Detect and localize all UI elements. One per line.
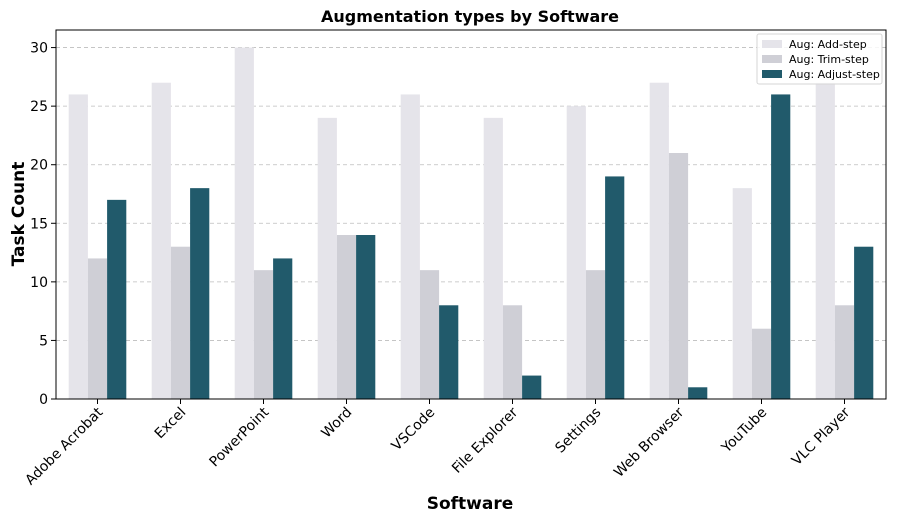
bar-3 [605,176,625,399]
legend-label: Aug: Adjust-step [789,68,880,81]
bar-3 [356,235,376,399]
bar-3 [439,305,459,399]
bar-3 [854,246,874,399]
plot-frame [55,29,887,400]
x-axis: Adobe Acrobat Excel PowerPoint Word VSCode Fi… [22,399,853,488]
bar-1 [151,82,171,399]
bar-1 [566,106,586,400]
bar-2 [87,258,108,399]
x-tick-label: Settings [552,405,604,457]
bar-2 [585,270,606,399]
bar-3 [771,94,791,399]
bar-2 [751,328,772,399]
x-tick-label: Web Browser [611,404,687,480]
legend-swatch [762,55,782,63]
bar-1 [483,117,503,399]
bar-1 [68,94,88,399]
chart-title: Augmentation types by Software [321,7,619,26]
x-tick-label: File Explorer [449,404,521,476]
bar-2 [170,246,191,399]
bar-1 [732,188,752,399]
legend-label: Aug: Add-step [789,38,867,51]
x-tick-label: Word [319,405,356,442]
bar-3 [688,387,708,399]
legend-box [756,33,883,85]
legend-label: Aug: Trim-step [789,53,869,66]
bar-1 [649,82,669,399]
y-axis: 0 5 10 15 20 25 30 [30,41,56,408]
legend-swatch [762,70,782,78]
bar-1 [234,47,254,399]
x-axis-label: Software [427,494,514,514]
bar-2 [668,153,689,399]
x-tick-label: VSCode [389,405,439,455]
bar-2 [419,270,440,399]
x-tick-label: Excel [152,405,190,443]
bar-1 [317,117,337,399]
y-tick-label: 25 [30,99,48,115]
y-tick-label: 5 [39,333,48,349]
bar-3 [107,199,127,399]
bar-2 [253,270,274,399]
grid [56,47,886,341]
bar-3 [522,375,542,399]
y-tick-label: 20 [30,158,48,174]
x-tick-label: VLC Player [789,404,854,469]
bar-1 [815,82,835,399]
y-tick-label: 10 [30,275,48,291]
y-tick-label: 15 [30,216,48,232]
bars [68,47,874,400]
x-tick-label: YouTube [718,405,770,457]
bar-2 [502,305,523,399]
y-tick-label: 30 [30,41,48,57]
legend-swatch [762,40,782,48]
bar-2 [336,235,357,399]
y-tick-label: 0 [39,392,48,408]
bar-1 [400,94,420,399]
x-tick-label: PowerPoint [207,404,273,470]
bar-3 [190,188,210,399]
bar-2 [834,305,855,399]
legend: Aug: Add-step Aug: Trim-step Aug: Adjust-s… [756,33,883,85]
bar-3 [273,258,293,399]
x-tick-label: Adobe Acrobat [22,404,106,488]
y-axis-label: Task Count [9,162,29,267]
